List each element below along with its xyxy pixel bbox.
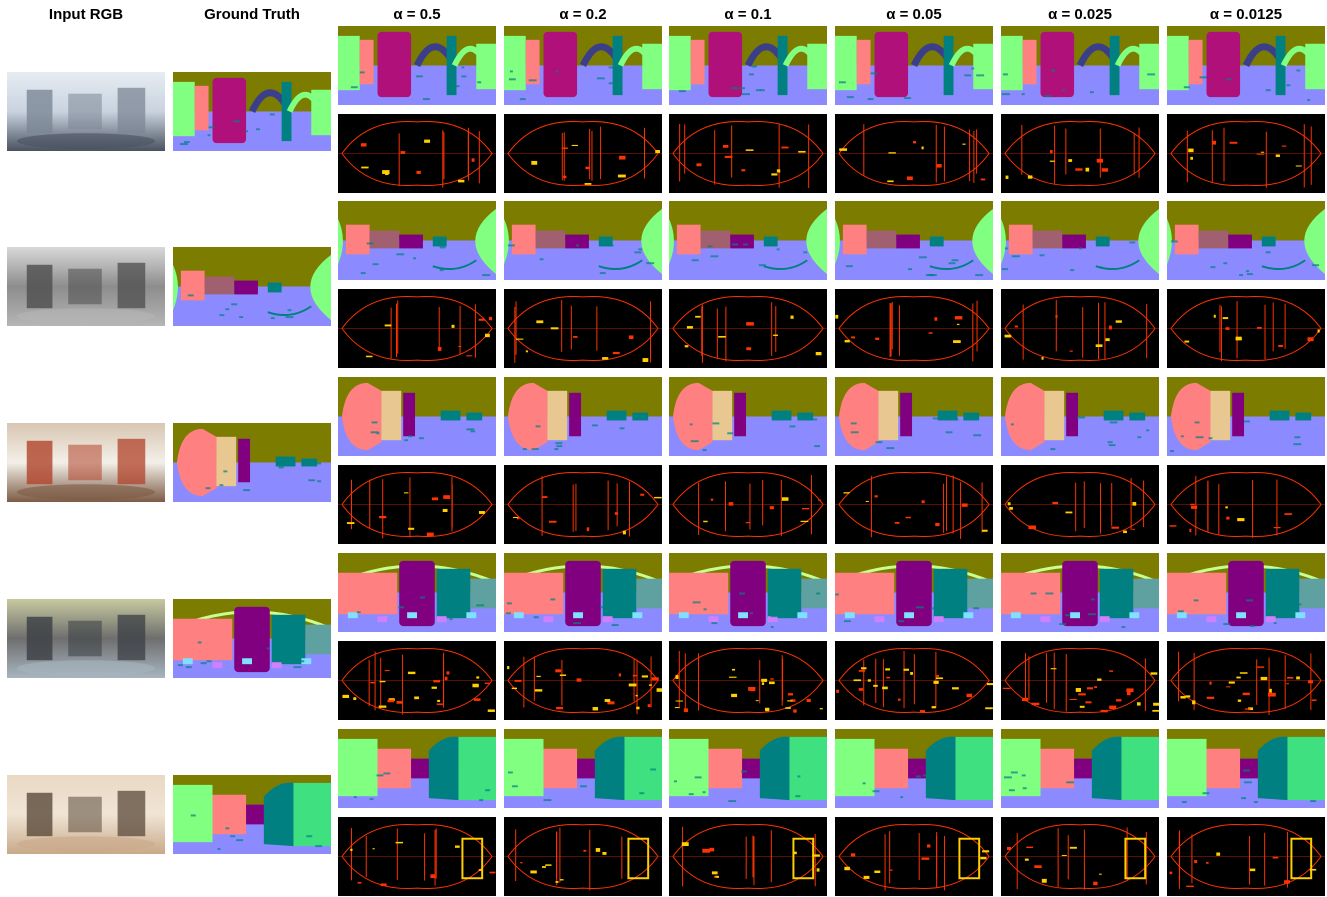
error-heatmap [504,114,662,193]
error-heatmap [835,641,993,720]
ground-truth-normal-map [173,247,331,326]
predicted-normal-map [1001,377,1159,456]
header-ground-truth: Ground Truth [204,6,300,23]
input-rgb-image [7,247,165,326]
error-heatmap [835,817,993,896]
predicted-normal-map [338,553,496,632]
error-heatmap [835,465,993,544]
predicted-normal-map [1167,377,1325,456]
predicted-normal-map [504,201,662,280]
error-heatmap [504,817,662,896]
error-heatmap [1001,465,1159,544]
error-heatmap [835,114,993,193]
predicted-normal-map [835,26,993,105]
error-heatmap [835,289,993,368]
error-heatmap [669,817,827,896]
predicted-normal-map [338,729,496,808]
error-heatmap [338,641,496,720]
predicted-normal-map [504,26,662,105]
predicted-normal-map [1001,201,1159,280]
predicted-normal-map [1167,26,1325,105]
ground-truth-normal-map [173,775,331,854]
predicted-normal-map [1167,201,1325,280]
predicted-normal-map [835,553,993,632]
predicted-normal-map [504,377,662,456]
error-heatmap [1167,465,1325,544]
predicted-normal-map [835,377,993,456]
ground-truth-normal-map [173,599,331,678]
ground-truth-normal-map [173,72,331,151]
error-heatmap [669,465,827,544]
predicted-normal-map [1001,26,1159,105]
error-heatmap [1001,641,1159,720]
header-input-rgb: Input RGB [48,6,124,23]
error-heatmap [1167,114,1325,193]
error-heatmap [504,641,662,720]
error-heatmap [669,289,827,368]
header-alpha-0-2: α = 0.2 [559,6,607,23]
predicted-normal-map [1001,729,1159,808]
predicted-normal-map [1167,553,1325,632]
input-rgb-image [7,599,165,678]
predicted-normal-map [1167,729,1325,808]
error-heatmap [1001,114,1159,193]
error-heatmap [504,289,662,368]
error-heatmap [1001,289,1159,368]
predicted-normal-map [338,201,496,280]
input-rgb-image [7,775,165,854]
error-heatmap [338,817,496,896]
error-heatmap [1167,289,1325,368]
predicted-normal-map [835,201,993,280]
predicted-normal-map [669,729,827,808]
input-rgb-image [7,72,165,151]
predicted-normal-map [338,377,496,456]
predicted-normal-map [504,729,662,808]
header-alpha-0-0125: α = 0.0125 [1209,6,1283,23]
header-alpha-0-1: α = 0.1 [724,6,772,23]
header-alpha-0-025: α = 0.025 [1048,6,1112,23]
predicted-normal-map [669,553,827,632]
error-heatmap [338,465,496,544]
error-heatmap [1001,817,1159,896]
predicted-normal-map [669,201,827,280]
error-heatmap [504,465,662,544]
predicted-normal-map [835,729,993,808]
predicted-normal-map [669,377,827,456]
predicted-normal-map [1001,553,1159,632]
error-heatmap [338,114,496,193]
error-heatmap [669,641,827,720]
ground-truth-normal-map [173,423,331,502]
error-heatmap [669,114,827,193]
predicted-normal-map [504,553,662,632]
error-heatmap [1167,641,1325,720]
header-alpha-0-5: α = 0.5 [393,6,441,23]
error-heatmap [1167,817,1325,896]
input-rgb-image [7,423,165,502]
predicted-normal-map [338,26,496,105]
error-heatmap [338,289,496,368]
predicted-normal-map [669,26,827,105]
header-alpha-0-05: α = 0.05 [886,6,942,23]
